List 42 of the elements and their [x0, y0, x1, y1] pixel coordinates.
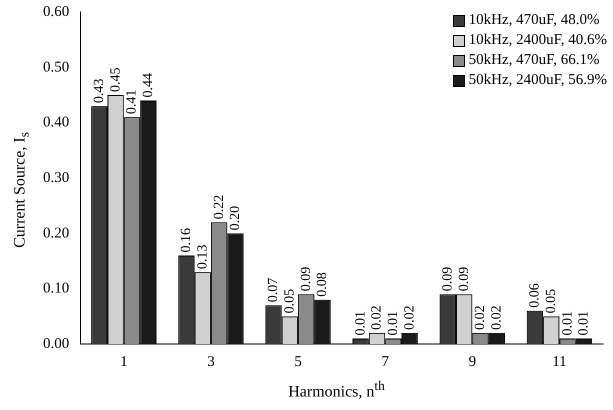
data-label: 0.43 — [92, 78, 107, 104]
data-label: 0.06 — [528, 283, 543, 308]
data-label: 0.01 — [560, 310, 576, 336]
data-label: 0.44 — [140, 73, 156, 98]
data-label: 0.07 — [266, 278, 282, 302]
data-label: 0.41 — [124, 90, 140, 114]
data-label: 0.01 — [386, 310, 402, 336]
x-tick-label: 7 — [381, 354, 390, 370]
y-tick-label: 0.00 — [43, 336, 70, 352]
legend-label: 50kHz, 2400uF, 56.9% — [468, 72, 607, 89]
data-label: 0.13 — [195, 244, 210, 270]
y-tick-label: 0.20 — [43, 225, 70, 242]
y-tick-label: 0.50 — [43, 59, 70, 76]
legend-label: 10kHz, 470uF, 48.0% — [468, 12, 600, 29]
x-tick-label: 5 — [294, 354, 302, 370]
x-axis-title: Harmonics, n$^{th}$ — [287, 378, 386, 402]
y-tick-label: 0.30 — [43, 170, 70, 186]
y-tick-label: 0.40 — [43, 114, 70, 131]
y-tick-label: 0.60 — [43, 4, 70, 20]
legend-label: 10kHz, 2400uF, 40.6% — [468, 32, 607, 49]
x-tick-label: 9 — [468, 354, 476, 370]
data-label: 0.16 — [179, 228, 194, 252]
data-label: 0.05 — [282, 288, 298, 314]
x-tick-label: 3 — [207, 354, 215, 370]
data-label: 0.05 — [544, 288, 559, 314]
data-label: 0.08 — [315, 272, 330, 297]
data-label: 0.09 — [440, 266, 456, 292]
data-label: 0.02 — [489, 305, 504, 330]
data-label: 0.45 — [108, 68, 124, 92]
data-label: 0.20 — [228, 206, 244, 230]
data-label: 0.09 — [456, 266, 472, 292]
data-label: 0.02 — [370, 305, 385, 330]
data-label: 0.01 — [576, 310, 592, 336]
data-label: 0.02 — [473, 305, 488, 330]
legend-label: 50kHz, 470uF, 66.1% — [468, 52, 600, 69]
x-tick-label: 1 — [120, 354, 128, 370]
data-label: 0.22 — [212, 194, 227, 220]
data-label: 0.02 — [402, 305, 418, 330]
x-tick-label: 11 — [552, 354, 567, 370]
y-tick-label: 0.10 — [43, 280, 70, 297]
data-label: 0.01 — [353, 310, 368, 336]
data-label: 0.09 — [298, 266, 314, 292]
